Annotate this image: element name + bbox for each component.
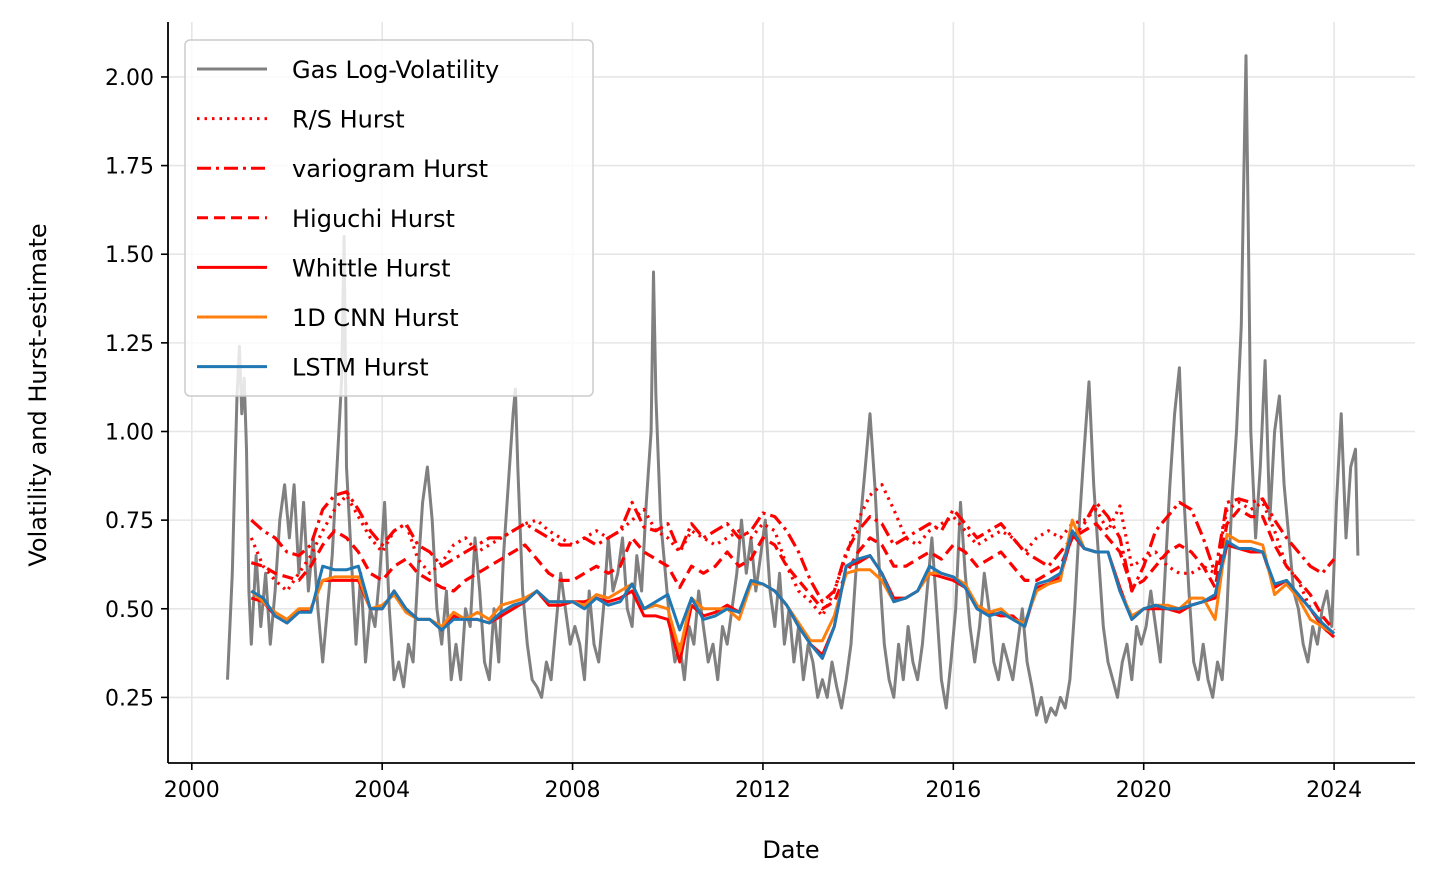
legend-label-lstm-hurst: LSTM Hurst [292, 354, 429, 382]
series-line-r-s-hurst [249, 483, 1336, 639]
series-line-variogram-hurst [250, 490, 1336, 604]
x-tick-label: 2016 [925, 778, 981, 803]
x-tick-label: 2000 [164, 778, 220, 803]
series-layer [226, 54, 1360, 724]
axes [161, 22, 1415, 770]
y-tick-label: 1.00 [105, 421, 154, 446]
y-tick-label: 1.25 [105, 332, 154, 357]
x-tick-label: 2004 [354, 778, 410, 803]
legend-box [184, 39, 594, 397]
legend-label-variogram-hurst: variogram Hurst [292, 155, 488, 183]
legend-label-1d-cnn-hurst: 1D CNN Hurst [292, 304, 459, 332]
x-tick-label: 2020 [1116, 778, 1172, 803]
y-tick-label: 1.75 [105, 155, 154, 180]
y-tick-label: 2.00 [105, 66, 154, 91]
legend: Gas Log-Volatility R/S Hurst variogram Hur… [184, 39, 594, 397]
y-axis-title: Volatility and Hurst-estimate [24, 223, 52, 566]
x-axis-title: Date [762, 836, 819, 864]
y-tick-label: 0.50 [105, 598, 154, 623]
y-tick-label: 0.25 [105, 686, 154, 711]
legend-label-r-s-hurst: R/S Hurst [292, 106, 405, 134]
x-tick-label: 2012 [735, 778, 791, 803]
x-tick-label: 2008 [545, 778, 601, 803]
y-tick-label: 0.75 [105, 509, 154, 534]
y-tick-label: 1.50 [105, 243, 154, 268]
series-line-gas-log-volatility [226, 54, 1360, 724]
legend-label-whittle-hurst: Whittle Hurst [292, 254, 451, 282]
series-line-higuchi-hurst [250, 507, 1336, 632]
legend-label-higuchi-hurst: Higuchi Hurst [292, 205, 455, 233]
legend-label-gas-log-volatility: Gas Log-Volatility [292, 56, 499, 84]
series-line-lstm-hurst [250, 529, 1336, 660]
tick-labels: 2000 2004 2008 2012 2016 2020 2024 0.25 0.50 0.75… [105, 66, 1362, 803]
x-tick-label: 2024 [1306, 778, 1362, 803]
